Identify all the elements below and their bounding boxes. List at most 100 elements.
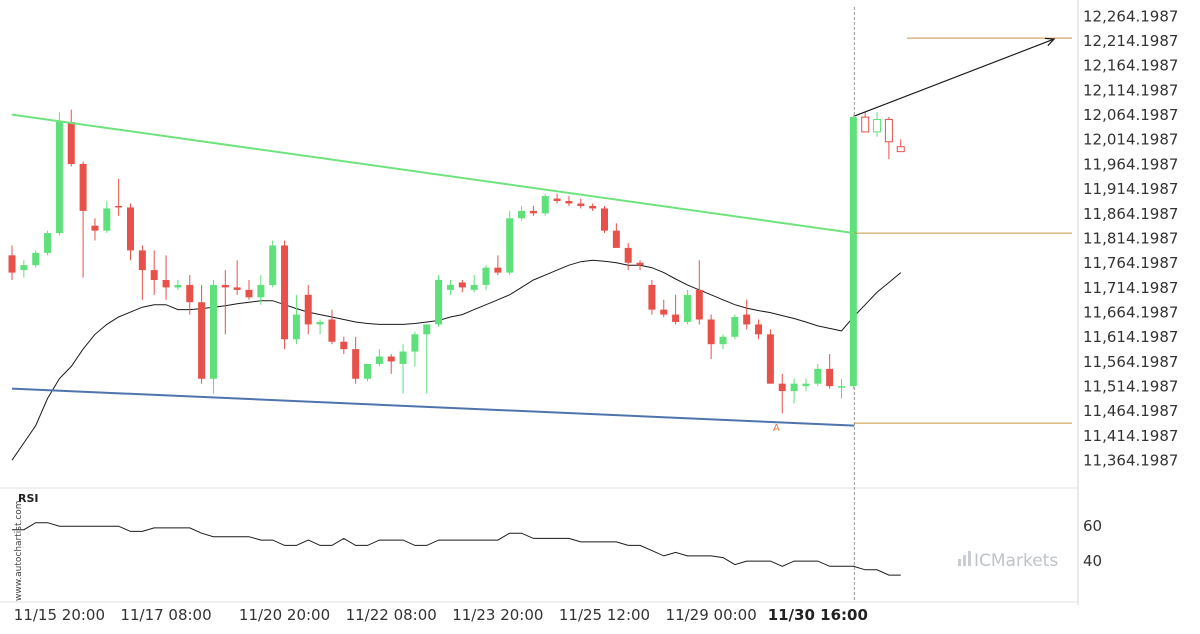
candle-body	[541, 196, 549, 214]
candle-body	[209, 284, 217, 379]
candle-body	[506, 218, 514, 273]
candle-body	[446, 284, 454, 290]
candle-body	[873, 119, 882, 133]
rsi-tick-label: 60	[1083, 517, 1102, 535]
y-tick-label: 11,864.1987	[1083, 205, 1178, 223]
candle-body	[470, 284, 478, 290]
y-tick-label: 12,214.1987	[1083, 32, 1178, 50]
y-tick-label: 12,114.1987	[1083, 81, 1178, 99]
candle-body	[553, 198, 561, 202]
candle-body	[719, 336, 727, 345]
y-tick-label: 11,364.1987	[1083, 452, 1178, 470]
brand-logo-name: Markets	[991, 551, 1058, 571]
candle-body	[814, 368, 822, 384]
candle-body	[198, 302, 206, 379]
rsi-title: RSI	[18, 492, 39, 505]
candle-body	[257, 284, 265, 298]
candle-body	[624, 247, 632, 263]
x-tick-label: 11/22 08:00	[346, 606, 437, 624]
y-tick-label: 11,964.1987	[1083, 155, 1178, 173]
candle-body	[826, 368, 834, 387]
candle-body	[778, 383, 786, 392]
y-tick-label: 11,564.1987	[1083, 353, 1178, 371]
candle-body	[612, 230, 620, 248]
y-tick-label: 12,264.1987	[1083, 7, 1178, 25]
candle-body	[162, 280, 170, 288]
brand-logo-prefix: IC	[974, 551, 991, 571]
candle-body	[269, 245, 277, 285]
candle-body	[695, 289, 703, 320]
moving-average-line	[11, 259, 902, 461]
candle-body	[352, 349, 360, 379]
forecast-arrow-head	[1044, 37, 1056, 47]
candle-body	[304, 294, 312, 325]
y-tick-label: 11,914.1987	[1083, 180, 1178, 198]
y-tick-label: 11,464.1987	[1083, 402, 1178, 420]
y-tick-label: 12,164.1987	[1083, 57, 1178, 75]
candle-body	[233, 287, 241, 290]
candle-body	[683, 294, 691, 322]
y-tick-label: 12,014.1987	[1083, 131, 1178, 149]
brand-logo-bar-3	[968, 551, 971, 566]
candle-body	[838, 386, 845, 388]
forecast-arrow-line	[854, 38, 1055, 117]
candle-body	[755, 324, 763, 335]
y-tick-label: 11,414.1987	[1083, 427, 1178, 445]
candle-body	[67, 122, 75, 164]
y-tick-label: 11,614.1987	[1083, 328, 1178, 346]
brand-logo-bar-2	[963, 555, 966, 566]
candle-body	[660, 309, 668, 315]
y-tick-label: 11,714.1987	[1083, 279, 1178, 297]
x-tick-label: 11/29 00:00	[666, 606, 757, 624]
candle-body	[423, 324, 431, 335]
candle-body	[316, 321, 324, 325]
candle-body	[743, 314, 751, 325]
candle-body	[458, 282, 466, 288]
x-tick-label: 11/25 12:00	[559, 606, 650, 624]
candle-body	[55, 122, 63, 234]
indicator-line-layer	[11, 259, 902, 461]
candle-body	[802, 383, 810, 387]
y-tick-label: 11,664.1987	[1083, 303, 1178, 321]
brand-logo-text: ICMarkets	[974, 551, 1058, 571]
candle-body	[494, 267, 502, 273]
candle-body	[648, 284, 656, 310]
candle-body	[399, 351, 407, 364]
candle-body	[245, 289, 253, 298]
candle-body	[849, 117, 857, 387]
candle-body	[281, 245, 289, 340]
candle-body	[79, 163, 87, 211]
candle-body	[731, 317, 739, 337]
candle-body	[529, 210, 537, 214]
candle-layer	[8, 109, 905, 414]
candle-body	[707, 319, 715, 345]
candle-body	[8, 255, 16, 273]
candle-body	[174, 284, 182, 288]
rsi-panel	[12, 522, 901, 576]
candle-body	[340, 341, 348, 350]
candle-body	[790, 383, 798, 392]
candle-body	[115, 205, 123, 208]
candle-body	[589, 205, 597, 209]
rsi-tick-label: 40	[1083, 552, 1102, 570]
candle-body	[150, 270, 158, 281]
axis-layer: 12,264.1987 12,214.1987 12,164.1987 12,114.…	[14, 7, 1179, 624]
candle-body	[186, 284, 194, 303]
candle-body	[44, 233, 52, 253]
y-tick-label: 11,814.1987	[1083, 229, 1178, 247]
candle-body	[411, 334, 419, 352]
candle-body	[577, 203, 585, 206]
candle-body	[896, 146, 905, 153]
chart-watermark: www.autochartist.com	[14, 500, 24, 601]
candle-body	[387, 356, 395, 362]
candle-body	[518, 210, 526, 219]
candle-body	[601, 208, 608, 231]
x-tick-label: 11/15 20:00	[14, 606, 105, 624]
lower-support-line	[11, 387, 855, 427]
candle-body	[766, 334, 774, 384]
y-tick-label: 11,514.1987	[1083, 378, 1178, 396]
candle-body	[672, 314, 680, 322]
